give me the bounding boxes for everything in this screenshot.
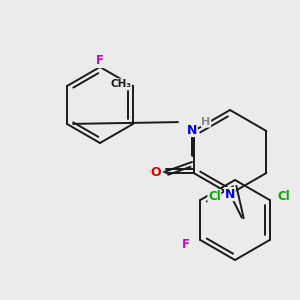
Text: F: F bbox=[182, 238, 190, 250]
Text: N: N bbox=[187, 124, 197, 136]
Text: Cl: Cl bbox=[277, 190, 290, 202]
Text: H: H bbox=[201, 117, 211, 127]
Text: O: O bbox=[150, 167, 161, 179]
Text: Cl: Cl bbox=[208, 190, 221, 202]
Text: CH₃: CH₃ bbox=[110, 79, 131, 89]
Text: F: F bbox=[96, 55, 104, 68]
Text: N: N bbox=[225, 188, 235, 200]
Text: O: O bbox=[149, 166, 159, 178]
